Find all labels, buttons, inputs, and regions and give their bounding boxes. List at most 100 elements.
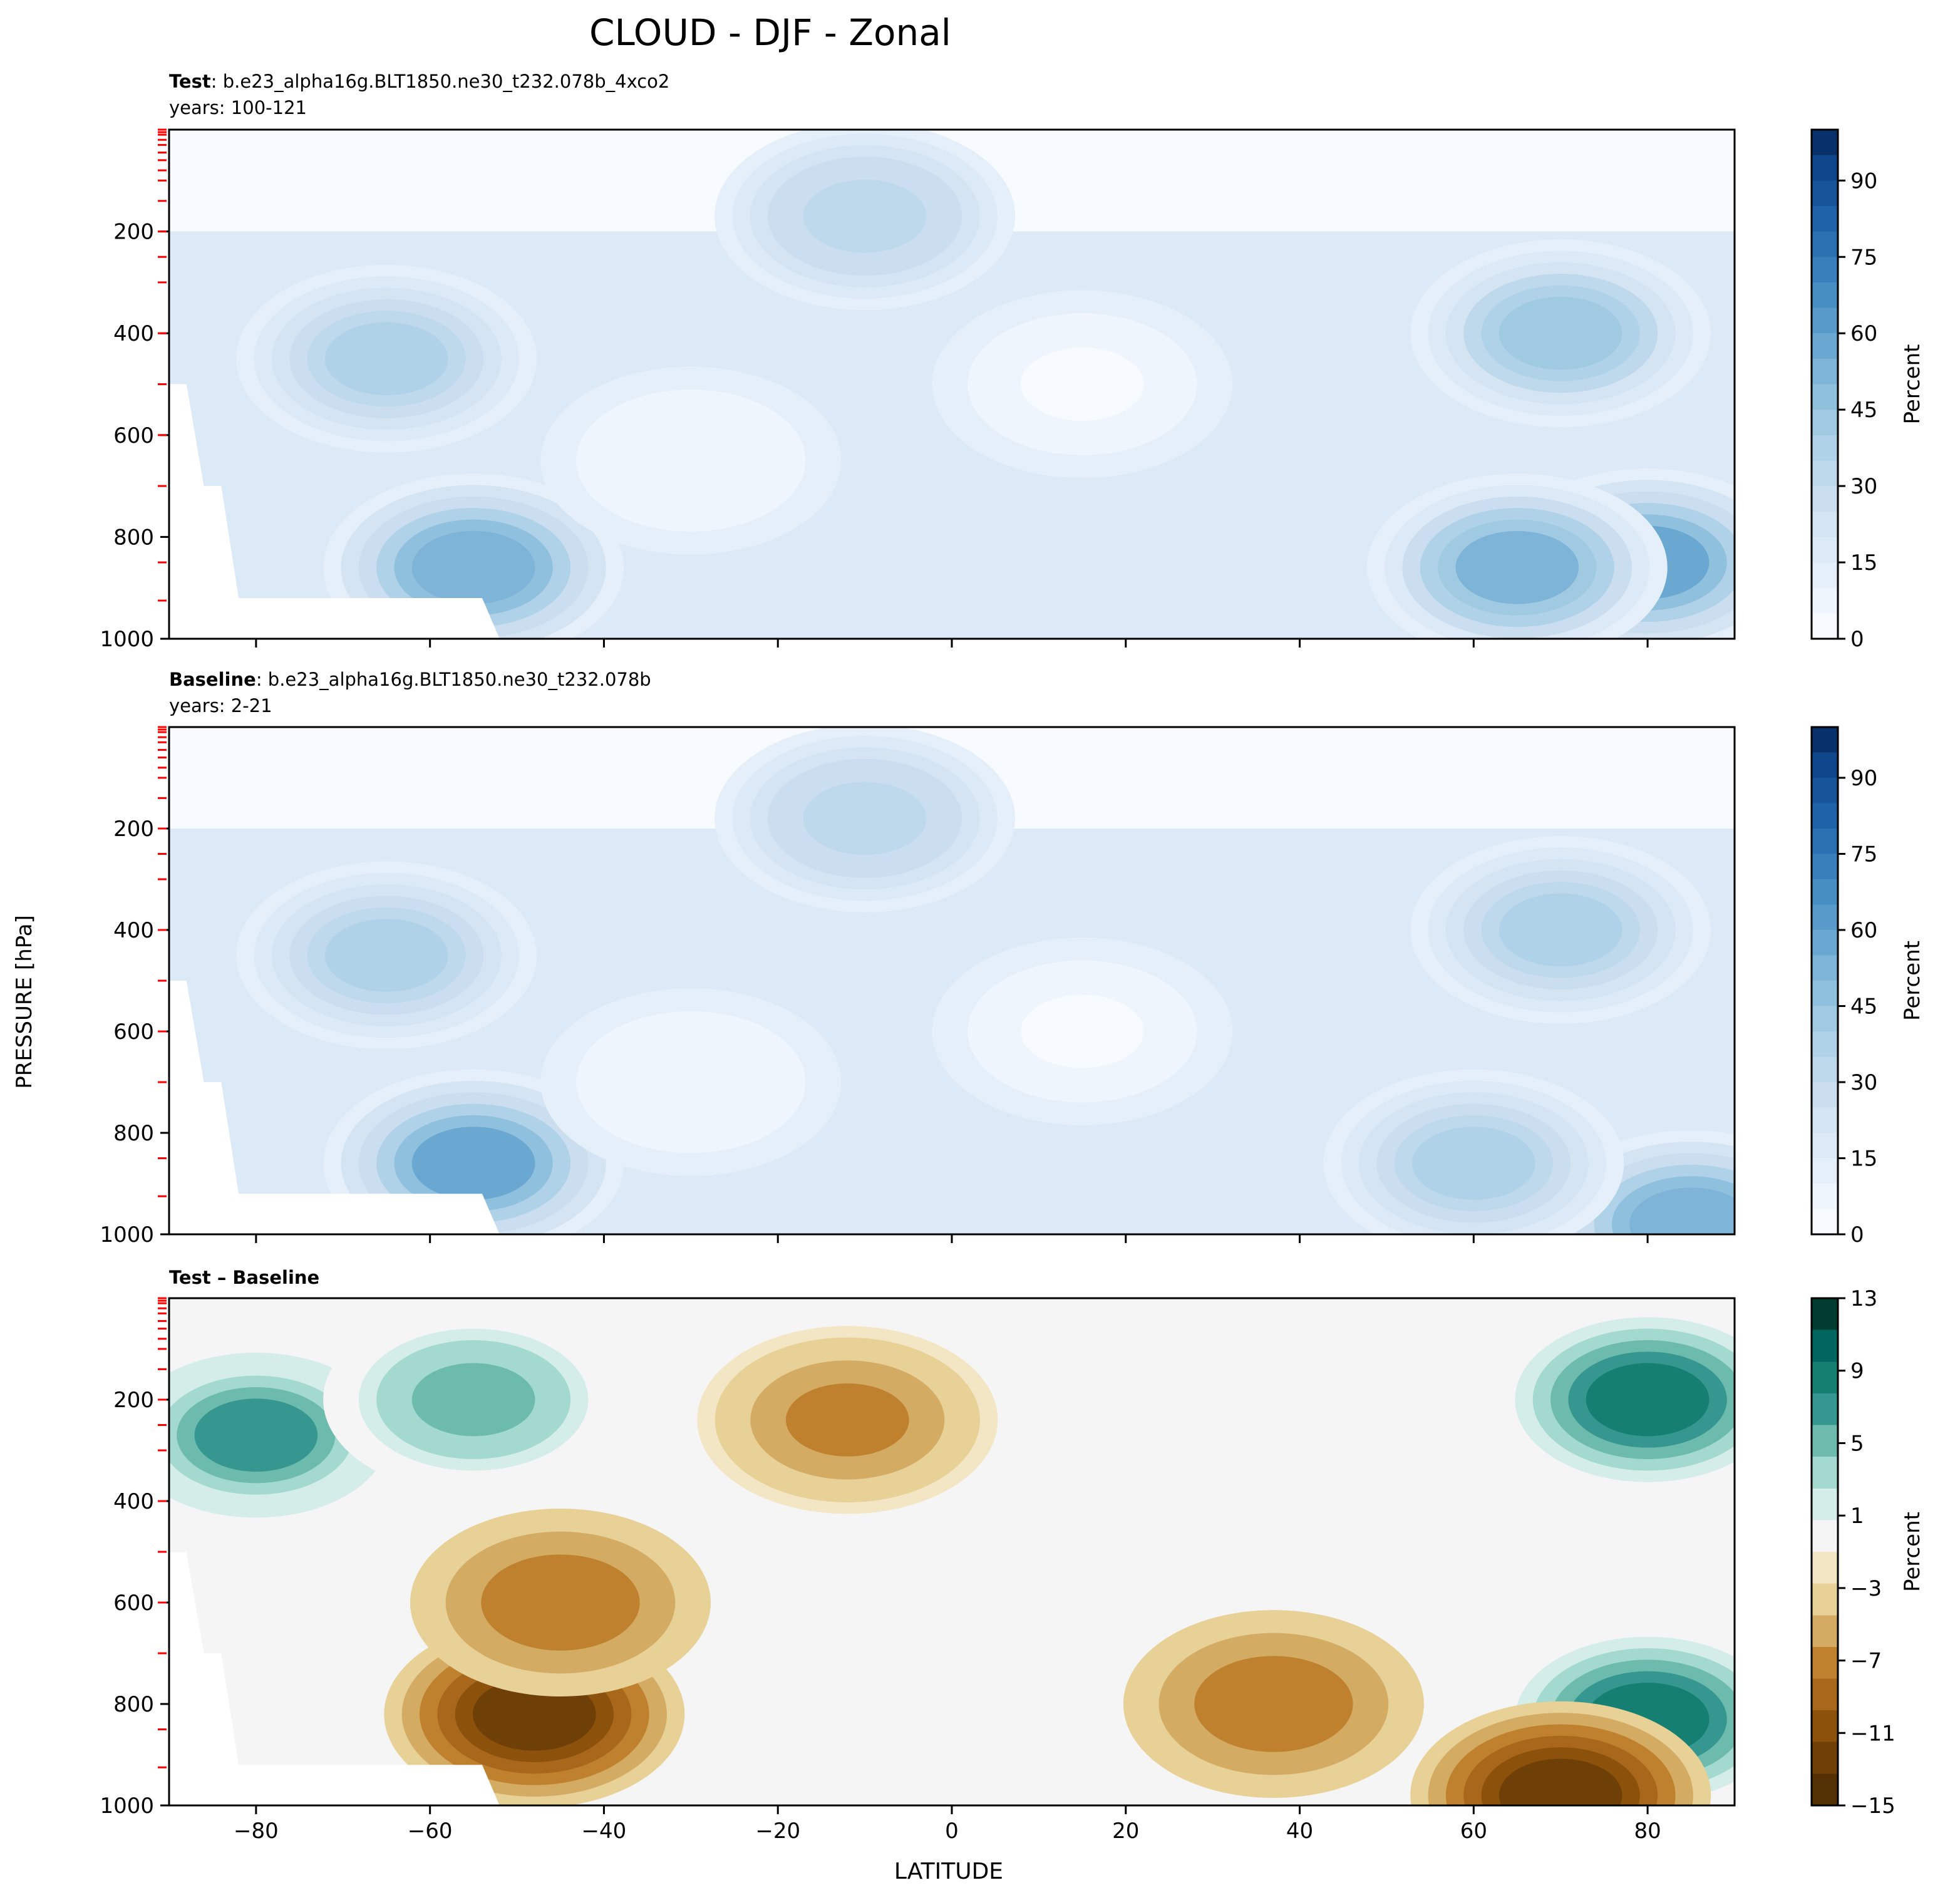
terrain-mask [169, 384, 500, 639]
panel-test-label-text: : b.e23_alpha16g.BLT1850.ne30_t232.078b_… [211, 71, 670, 92]
contour-feature-3 [324, 322, 448, 396]
colorbar-tick-label: 60 [1850, 918, 1877, 943]
colorbar-bar [1810, 1297, 1839, 1807]
colorbar-tick-label: 15 [1850, 550, 1877, 576]
contour-feature-3 [786, 1383, 909, 1457]
panel-baseline-plot [169, 727, 1735, 1234]
colorbar-tick-label: 75 [1850, 245, 1877, 270]
panel-baseline-label-bold: Baseline [169, 669, 256, 690]
x-tick-label: −80 [234, 1819, 279, 1844]
panel-baseline-yticks: 200 400 600 800 1000 [100, 726, 169, 1247]
panel-test-label-bold: Test [169, 71, 211, 92]
contour-feature-3 [324, 919, 448, 992]
colorbar-tick-label: 90 [1850, 168, 1877, 194]
panel-test-label: Test: b.e23_alpha16g.BLT1850.ne30_t232.0… [169, 71, 669, 92]
panel-baseline-years: years: 2-21 [169, 695, 272, 716]
panel-diff-label: Test – Baseline [169, 1267, 319, 1288]
colorbar-tick-label: 45 [1850, 398, 1877, 423]
y-tick-label: 400 [113, 918, 154, 943]
colorbar-tick-label: −15 [1850, 1794, 1896, 1819]
colorbar-bar [1810, 726, 1839, 1236]
panel-test-years: years: 100-121 [169, 97, 307, 118]
colorbar-tick-label: 5 [1850, 1431, 1864, 1456]
contour-feature-7 [411, 1363, 535, 1437]
colorbar-tick-label: −7 [1850, 1649, 1882, 1674]
x-tick-label: −60 [408, 1819, 453, 1844]
x-tick-label: 0 [945, 1819, 959, 1844]
x-tick-label: −40 [582, 1819, 627, 1844]
colorbar-tick-label: 9 [1850, 1359, 1864, 1384]
y-tick-label: 600 [113, 1020, 154, 1045]
x-tick-label: 20 [1112, 1819, 1139, 1844]
colorbar-tick-label: 1 [1850, 1504, 1864, 1529]
y-tick-label: 400 [113, 1489, 154, 1514]
y-tick-label: 200 [113, 1388, 154, 1413]
contour-feature-5 [803, 782, 927, 855]
panel-test-yticks: 200 400 600 800 1000 [100, 128, 169, 652]
contour-feature-4 [1498, 893, 1622, 967]
colorbar-tick-label: −11 [1850, 1721, 1896, 1746]
colorbar-tick-label: 60 [1850, 321, 1877, 346]
x-tick-label: 80 [1634, 1819, 1661, 1844]
contour-feature-0 [411, 530, 535, 604]
panel-baseline-label-text: : b.e23_alpha16g.BLT1850.ne30_t232.078b [256, 669, 651, 690]
contour-feature-7 [629, 1045, 753, 1119]
colorbar-tick-label: 15 [1850, 1147, 1877, 1172]
contour-feature-6 [194, 1398, 318, 1472]
contour-feature-2 [1455, 530, 1579, 604]
contour-feature-1 [498, 1566, 622, 1639]
y-tick-label: 800 [113, 1121, 154, 1146]
y-tick-label: 800 [113, 525, 154, 550]
colorbar-tick-label: 75 [1850, 842, 1877, 867]
y-tick-label: 800 [113, 1692, 154, 1717]
y-tick-label: 600 [113, 423, 154, 448]
contour-feature-2 [1412, 1127, 1535, 1200]
x-axis-label: LATITUDE [894, 1859, 1003, 1884]
y-tick-label: 1000 [100, 1794, 154, 1819]
contour-feature-1 [1629, 1187, 1735, 1234]
contour-feature-6 [1021, 994, 1144, 1068]
contour-feature-2 [1212, 1667, 1336, 1741]
y-tick-label: 600 [113, 1591, 154, 1616]
y-tick-label: 200 [113, 817, 154, 842]
y-axis-label: PRESSURE [hPa] [12, 915, 37, 1088]
panel-diff-colorbar: 13 9 5 1 −3 −7 −11 −15 Percent [1810, 1286, 1925, 1819]
panel-diff-yticks: 200 400 600 800 1000 [100, 1297, 169, 1819]
colorbar-tick-label: 90 [1850, 766, 1877, 791]
x-tick-label: 40 [1286, 1819, 1313, 1844]
colorbar-bar [1810, 128, 1839, 640]
contour-feature-8 [1498, 1758, 1622, 1805]
contour-feature-4 [1586, 1363, 1710, 1437]
colorbar-tick-label: 0 [1850, 1222, 1864, 1247]
contour-feature-6 [1021, 348, 1144, 421]
colorbar-label: Percent [1900, 1512, 1925, 1592]
panel-test-colorbar: 0 15 30 45 60 75 90 Percent [1810, 128, 1925, 652]
panel-diff-plot [169, 1298, 1735, 1805]
y-tick-label: 200 [113, 220, 154, 245]
panel-test: Test: b.e23_alpha16g.BLT1850.ne30_t232.0… [100, 71, 1925, 652]
colorbar-tick-label: −3 [1850, 1576, 1882, 1601]
contour-feature-4 [1498, 296, 1622, 370]
panel-test-plot [169, 130, 1735, 639]
colorbar-label: Percent [1900, 344, 1925, 425]
y-tick-label: 400 [113, 321, 154, 346]
y-tick-label: 1000 [100, 1222, 154, 1247]
colorbar-tick-label: 45 [1850, 994, 1877, 1020]
colorbar-tick-label: 30 [1850, 474, 1877, 499]
terrain-mask [169, 1552, 500, 1805]
terrain-mask [169, 981, 500, 1234]
colorbar-label: Percent [1900, 941, 1925, 1021]
panel-baseline-xticks [255, 1234, 1649, 1243]
contour-feature-0 [411, 1127, 535, 1200]
panel-baseline: Baseline: b.e23_alpha16g.BLT1850.ne30_t2… [100, 669, 1925, 1247]
colorbar-tick-label: 13 [1850, 1286, 1877, 1311]
colorbar-tick-label: 0 [1850, 627, 1864, 652]
figure-title: CLOUD - DJF - Zonal [589, 11, 951, 54]
panel-baseline-colorbar: 0 15 30 45 60 75 90 Percent [1810, 726, 1925, 1247]
contour-feature-7 [629, 424, 753, 497]
panel-diff-xticks: −80 −60 −40 −20 0 20 40 60 80 [234, 1805, 1661, 1844]
y-tick-label: 1000 [100, 627, 154, 652]
panel-baseline-label: Baseline: b.e23_alpha16g.BLT1850.ne30_t2… [169, 669, 651, 690]
